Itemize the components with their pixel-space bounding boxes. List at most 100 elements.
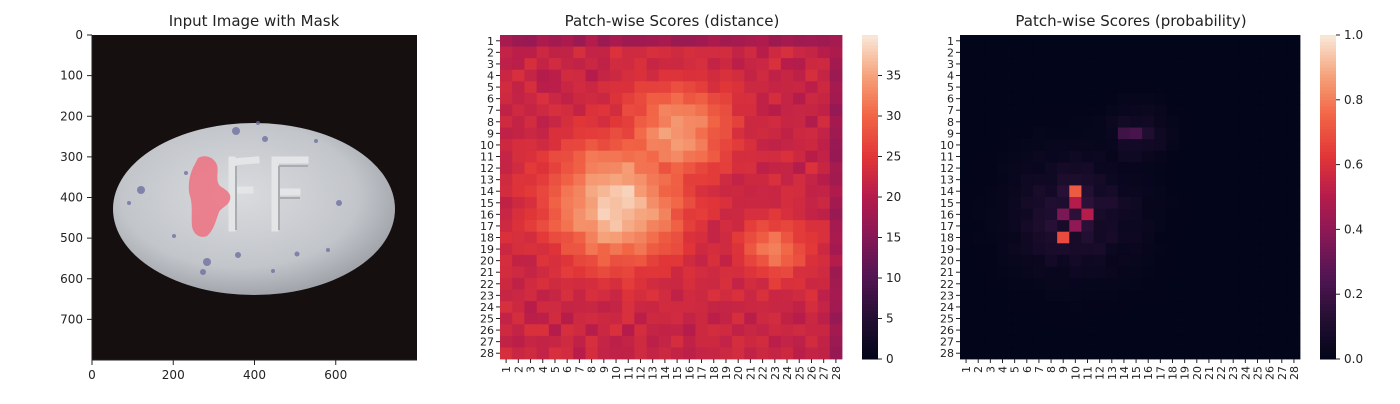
distance-heatmap-cell: [634, 197, 647, 209]
distance-heatmap-cell: [695, 347, 709, 360]
distance-heatmap-cell: [512, 58, 525, 71]
probability-heatmap-cell: [1069, 116, 1082, 128]
probability-heatmap-cell: [1020, 116, 1034, 128]
distance-heatmap-cell: [548, 220, 562, 233]
probability-colorbar-gradient-step: [1320, 339, 1336, 344]
probability-heatmap-cell: [1239, 35, 1252, 47]
probability-heatmap-cell: [1202, 289, 1216, 302]
distance-heatmap-cell: [707, 231, 721, 244]
distance-heatmap-cell: [573, 324, 586, 337]
distance-heatmap-cell: [683, 197, 696, 209]
distance-heatmap-cell: [658, 81, 672, 94]
distance-heatmap-cell: [707, 243, 721, 256]
distance-heatmap-cell: [609, 116, 623, 128]
probability-heatmap-cell: [1093, 324, 1107, 337]
probability-heatmap-cell: [1215, 162, 1228, 175]
probability-heatmap-cell: [996, 173, 1009, 186]
probability-heatmap-cell: [1251, 254, 1264, 267]
probability-heatmap-cell: [1069, 81, 1082, 94]
probability-heatmap-cell: [1032, 312, 1046, 325]
distance-heatmap-cell: [671, 197, 684, 209]
probability-colorbar-gradient-step: [1320, 261, 1336, 266]
distance-heatmap-cell: [671, 81, 684, 94]
distance-heatmap-cell: [585, 208, 599, 221]
distance-heatmap-cell: [671, 312, 684, 325]
probability-heatmap-cell: [1142, 35, 1155, 47]
distance-heatmap-cell: [658, 139, 672, 152]
probability-heatmap-cell: [1227, 220, 1240, 233]
distance-colorbar-gradient-step: [862, 297, 878, 302]
distance-heatmap-cell: [634, 139, 647, 152]
distance-colorbar-gradient-step: [862, 226, 878, 230]
distance-heatmap-cell: [585, 58, 599, 71]
probability-heatmap-cell: [1081, 312, 1094, 325]
probability-heatmap-cell: [1093, 69, 1107, 82]
distance-heatmap-cell: [780, 139, 794, 152]
distance-heatmap-cell: [671, 289, 684, 302]
probability-heatmap-cell: [1215, 289, 1228, 302]
probability-heatmap-cell: [1008, 324, 1022, 337]
distance-heatmap-cell: [719, 185, 733, 198]
probability-heatmap-cell: [1069, 197, 1082, 209]
probability-heatmap-cell: [972, 150, 985, 163]
probability-heatmap-cell: [1142, 127, 1155, 140]
probability-heatmap-cell: [1117, 301, 1131, 314]
probability-heatmap-cell: [1020, 104, 1034, 117]
probability-colorbar-gradient-step: [1320, 103, 1336, 107]
probability-heatmap-cell: [1287, 289, 1301, 302]
distance-heatmap-cell: [536, 197, 550, 209]
probability-heatmap-cell: [1202, 81, 1216, 94]
distance-heatmap-cell: [829, 243, 843, 256]
distance-heatmap-cell: [719, 324, 733, 337]
distance-heatmap-cell: [707, 150, 721, 163]
probability-heatmap-cell: [1093, 173, 1107, 186]
probability-heatmap-cell: [1190, 69, 1204, 82]
distance-heatmap-xtick-label: 2: [512, 366, 525, 373]
probability-heatmap-cell: [1227, 116, 1240, 128]
distance-heatmap-cell: [585, 312, 599, 325]
probability-heatmap-cell: [984, 278, 997, 290]
probability-colorbar-gradient-step: [1320, 313, 1336, 318]
distance-heatmap-cell: [585, 231, 599, 244]
probability-heatmap-cell: [1287, 335, 1301, 348]
distance-heatmap-cell: [780, 335, 794, 348]
distance-heatmap-xtick-label: 8: [586, 366, 599, 373]
distance-colorbar-gradient-step: [862, 154, 878, 159]
distance-heatmap-cell: [500, 301, 513, 314]
probability-heatmap-cell: [1142, 278, 1155, 290]
probability-heatmap-cell: [1251, 220, 1264, 233]
probability-colorbar-gradient-step: [1320, 44, 1336, 49]
probability-heatmap-cell: [1045, 266, 1058, 279]
distance-heatmap-xtick-label: 22: [757, 366, 770, 380]
distance-heatmap-cell: [658, 162, 672, 175]
distance-heatmap-cell: [744, 208, 757, 221]
probability-heatmap-cell: [1020, 266, 1034, 279]
distance-heatmap-cell: [609, 150, 623, 163]
distance-heatmap-cell: [744, 289, 757, 302]
distance-heatmap-cell: [756, 254, 770, 267]
distance-heatmap-cell: [597, 335, 611, 348]
probability-heatmap-cell: [1263, 92, 1277, 105]
probability-heatmap-cell: [1275, 173, 1289, 186]
distance-heatmap-cell: [793, 335, 806, 348]
distance-heatmap-cell: [671, 173, 684, 186]
probability-heatmap-cell: [1081, 266, 1094, 279]
probability-heatmap-cell: [1202, 347, 1216, 360]
probability-heatmap-cell: [972, 92, 985, 105]
distance-heatmap-cell: [548, 289, 562, 302]
distance-heatmap-cell: [805, 266, 818, 279]
distance-heatmap-cell: [561, 69, 574, 82]
probability-heatmap-ytick-label: 19: [940, 243, 954, 256]
distance-heatmap-cell: [768, 197, 782, 209]
probability-heatmap-cell: [1008, 116, 1022, 128]
distance-heatmap-cell: [536, 278, 550, 290]
probability-heatmap-cell: [1178, 289, 1192, 302]
probability-heatmap-ytick-label: 16: [940, 208, 954, 221]
probability-heatmap-cell: [1069, 139, 1082, 152]
probability-heatmap-ytick-label: 2: [947, 46, 954, 59]
probability-heatmap-cell: [1032, 92, 1046, 105]
probability-heatmap-cell: [1154, 127, 1167, 140]
probability-heatmap-xtick-label: 16: [1142, 366, 1155, 380]
distance-heatmap-cell: [768, 162, 782, 175]
distance-heatmap-cell: [585, 347, 599, 360]
